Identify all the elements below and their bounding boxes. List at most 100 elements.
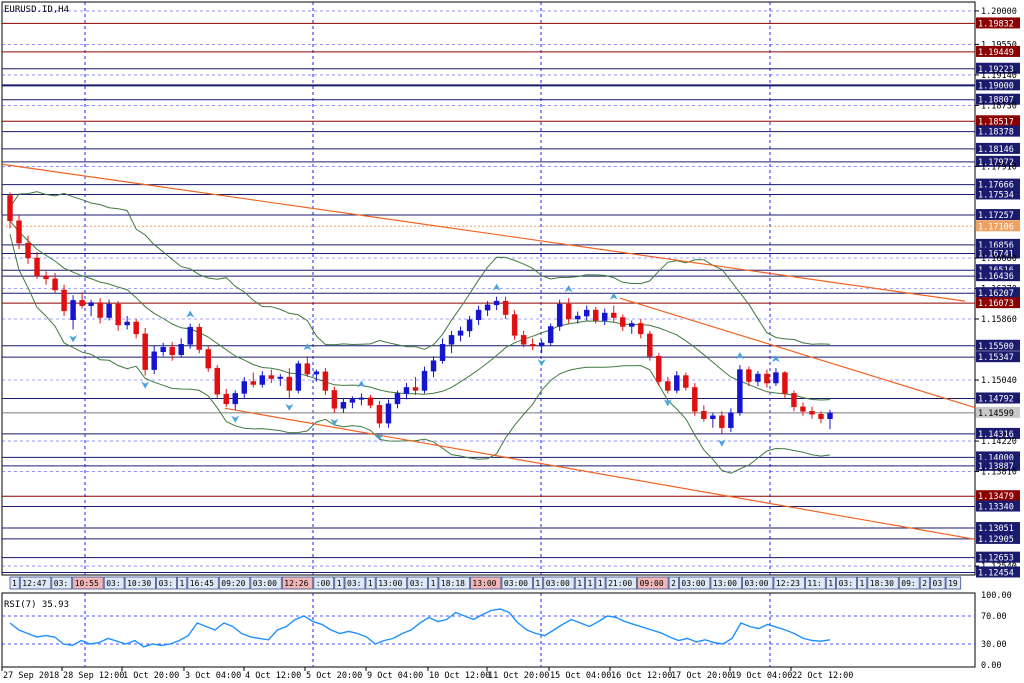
candle[interactable] xyxy=(34,252,40,279)
candle[interactable] xyxy=(710,412,716,428)
candle[interactable] xyxy=(43,271,49,285)
candle[interactable] xyxy=(674,371,680,394)
time-marker[interactable]: 1 xyxy=(365,576,376,590)
candle[interactable] xyxy=(466,316,473,337)
candle[interactable] xyxy=(223,388,229,407)
candle[interactable] xyxy=(547,323,554,346)
time-marker[interactable]: 2 xyxy=(919,576,930,590)
candle[interactable] xyxy=(250,372,257,388)
time-marker[interactable]: 03:00 xyxy=(543,576,575,590)
time-marker[interactable]: 13:00 xyxy=(469,576,502,590)
candle[interactable] xyxy=(764,369,770,388)
candle[interactable] xyxy=(520,330,527,348)
time-marker[interactable]: 03:00 xyxy=(679,576,711,590)
candle[interactable] xyxy=(259,371,266,388)
candle[interactable] xyxy=(349,396,356,409)
time-marker[interactable]: 09: xyxy=(898,576,920,590)
time-marker[interactable]: 1 xyxy=(574,576,585,590)
candle[interactable] xyxy=(187,323,193,349)
candle[interactable] xyxy=(268,369,275,384)
time-marker[interactable]: 1 xyxy=(585,576,596,590)
candle[interactable] xyxy=(358,393,365,406)
candle[interactable] xyxy=(448,330,455,354)
candle[interactable] xyxy=(719,411,725,434)
candle[interactable] xyxy=(142,327,148,376)
candle[interactable] xyxy=(529,338,536,351)
time-marker[interactable]: 16:45 xyxy=(187,576,219,590)
time-marker[interactable]: 03:00 xyxy=(501,576,533,590)
candle[interactable] xyxy=(385,399,392,428)
candle[interactable] xyxy=(331,386,338,413)
time-marker[interactable]: 03: xyxy=(344,576,366,590)
candle[interactable] xyxy=(620,314,626,331)
time-marker[interactable]: 12:26 xyxy=(281,576,314,590)
time-marker[interactable]: 19 xyxy=(945,576,962,590)
candle[interactable] xyxy=(439,338,446,364)
time-marker[interactable]: 03: xyxy=(407,576,429,590)
candle[interactable] xyxy=(701,405,707,422)
candle[interactable] xyxy=(205,345,211,372)
candle[interactable] xyxy=(295,360,302,394)
candle[interactable] xyxy=(475,305,482,325)
candle[interactable] xyxy=(313,369,320,382)
candle[interactable] xyxy=(196,323,202,354)
time-marker[interactable]: 03 xyxy=(930,576,946,590)
candle[interactable] xyxy=(647,330,653,361)
time-marker[interactable]: 13:00 xyxy=(375,576,408,590)
time-marker[interactable]: 1 xyxy=(825,576,836,590)
candle[interactable] xyxy=(565,298,572,324)
candle[interactable] xyxy=(340,397,347,413)
time-marker[interactable]: 11: xyxy=(805,576,826,590)
candle[interactable] xyxy=(124,316,130,330)
time-marker[interactable]: 18:18 xyxy=(438,576,470,590)
candle[interactable] xyxy=(800,402,806,416)
candle[interactable] xyxy=(737,365,743,416)
candle[interactable] xyxy=(656,353,662,386)
candle[interactable] xyxy=(214,365,220,398)
candle[interactable] xyxy=(755,371,761,386)
candle[interactable] xyxy=(160,342,166,357)
candle[interactable] xyxy=(818,411,824,424)
candle[interactable] xyxy=(178,338,184,358)
candle[interactable] xyxy=(611,305,617,322)
candle[interactable] xyxy=(79,292,85,309)
candle[interactable] xyxy=(367,394,374,409)
candle[interactable] xyxy=(286,368,293,398)
candle[interactable] xyxy=(484,301,491,317)
candle[interactable] xyxy=(556,299,563,331)
candle[interactable] xyxy=(773,368,779,386)
candle[interactable] xyxy=(457,326,464,342)
time-marker[interactable]: 13:00 xyxy=(710,576,742,590)
time-marker[interactable]: 1 xyxy=(428,576,439,590)
candle[interactable] xyxy=(25,235,31,264)
candle[interactable] xyxy=(376,400,383,428)
time-marker[interactable]: 03: xyxy=(156,576,177,590)
candle[interactable] xyxy=(538,339,545,354)
candle[interactable] xyxy=(493,296,500,311)
candle[interactable] xyxy=(61,284,67,317)
candle[interactable] xyxy=(430,356,437,378)
candle[interactable] xyxy=(151,345,157,375)
candle[interactable] xyxy=(304,356,311,378)
time-marker[interactable]: 03:00 xyxy=(742,576,774,590)
candle[interactable] xyxy=(115,301,121,331)
time-marker[interactable]: 12:47 xyxy=(19,576,52,590)
candle[interactable] xyxy=(746,366,752,386)
candle[interactable] xyxy=(683,372,689,391)
candle[interactable] xyxy=(629,320,635,334)
candles-layer[interactable] xyxy=(7,192,833,434)
time-markers-strip[interactable]: 1 12:47 03: 10:55 03: 10:30 03: 1 16:45 09:20 03:0… xyxy=(9,576,962,590)
candle[interactable] xyxy=(403,383,410,400)
time-marker[interactable]: 10:30 xyxy=(124,576,156,590)
candle[interactable] xyxy=(97,298,103,324)
candle[interactable] xyxy=(665,377,671,394)
candle[interactable] xyxy=(583,305,590,321)
time-marker[interactable]: 1 xyxy=(595,576,606,590)
candle[interactable] xyxy=(728,408,734,433)
time-marker[interactable]: 03: xyxy=(51,576,73,590)
candle[interactable] xyxy=(322,368,329,395)
time-marker[interactable]: 03:00 xyxy=(250,576,282,590)
candle[interactable] xyxy=(7,192,13,229)
candle[interactable] xyxy=(692,383,698,416)
candle[interactable] xyxy=(241,377,248,398)
